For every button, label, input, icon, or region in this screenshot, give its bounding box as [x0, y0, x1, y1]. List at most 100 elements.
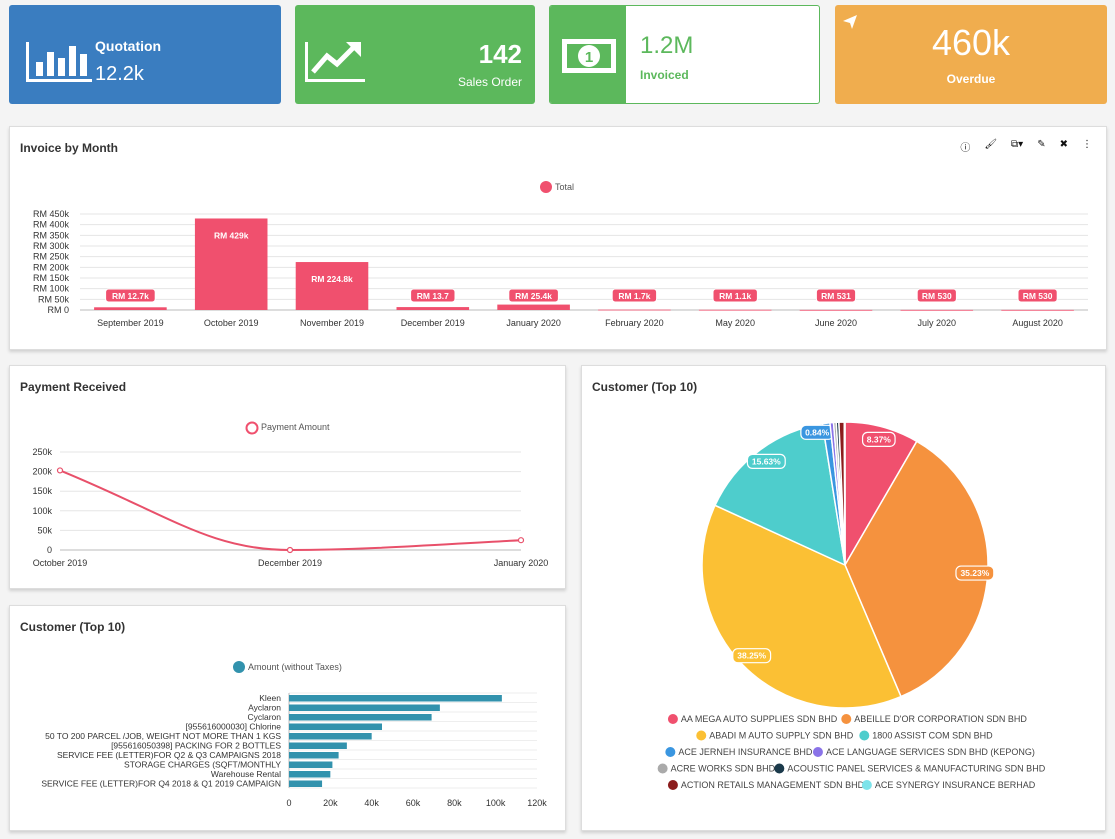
- y-tick-label: SERVICE FEE (LETTER)FOR Q2 & Q3 CAMPAIGN…: [57, 750, 281, 760]
- x-tick-label: January 2020: [506, 318, 561, 328]
- y-tick-label: RM 50k: [38, 294, 70, 304]
- legend-marker: [861, 780, 872, 790]
- y-tick-label: 0: [47, 545, 52, 555]
- legend-marker: [540, 181, 552, 193]
- sales-order-card[interactable]: 142 Sales Order: [295, 5, 535, 104]
- x-tick-label: October 2019: [204, 318, 259, 328]
- bar: [289, 780, 323, 787]
- legend-marker: [245, 421, 259, 435]
- data-label-bg: [105, 288, 156, 303]
- legend-label: AA MEGA AUTO SUPPLIES SDN BHD: [681, 714, 838, 724]
- pie-slice: [843, 421, 846, 566]
- y-tick-label: RM 150k: [33, 273, 70, 283]
- bar: [598, 309, 671, 311]
- customer-pie-chart: 8.37% 35.23% 38.25% 15.63% 0.84% AA MEGA AUTO…: [657, 421, 1046, 790]
- x-tick-label: December 2019: [258, 558, 322, 568]
- bar: [295, 262, 369, 310]
- x-tick-label: December 2019: [401, 318, 465, 328]
- invoiced-value: 1.2M: [640, 32, 694, 59]
- bar: [194, 218, 268, 310]
- bar: [289, 761, 333, 768]
- y-tick-label: 50k: [37, 525, 52, 535]
- sales-order-value: 142: [478, 39, 522, 69]
- bar: [289, 752, 339, 759]
- data-label-bg: [611, 288, 658, 303]
- y-tick-label: RM 200k: [33, 262, 70, 272]
- data-label-bg: [815, 288, 857, 303]
- x-tick-label: May 2020: [715, 318, 755, 328]
- brush-icon[interactable]: 🖌: [984, 139, 998, 150]
- y-tick-label: RM 0: [47, 305, 69, 315]
- info-icon[interactable]: ⓘ: [960, 143, 971, 154]
- x-tick-label: July 2020: [918, 318, 957, 328]
- data-label: RM 1.1k: [719, 291, 751, 301]
- data-label: RM 429k: [214, 230, 249, 240]
- legend-label: ABEILLE D'OR CORPORATION SDN BHD: [854, 714, 1027, 724]
- slice-label: 15.63%: [752, 456, 781, 466]
- trending-up-icon: [305, 42, 365, 82]
- data-label: RM 224.8k: [311, 274, 353, 284]
- bar: [396, 307, 470, 310]
- invoice-by-month-title: Invoice by Month: [20, 141, 119, 155]
- y-tick-label: RM 300k: [33, 241, 70, 251]
- customer-pie-panel: Customer (Top 10) 8.37% 35.23% 38.25% 15.63…: [581, 365, 1106, 831]
- payment-chart: Payment Amount 0 50k 100k 150k 200k 250k Octobe…: [32, 421, 548, 568]
- data-label: RM 1.7k: [618, 291, 650, 301]
- y-tick-label: 50 TO 200 PARCEL /JOB, WEIGHT NOT MORE T…: [45, 731, 281, 741]
- data-point: [517, 537, 525, 544]
- bar: [289, 723, 382, 730]
- legend-marker: [841, 714, 852, 724]
- copy-icon[interactable]: ⧉▾: [1011, 139, 1024, 150]
- slice-label-bg: [746, 453, 786, 469]
- x-tick-label: November 2019: [300, 318, 364, 328]
- x-tick-label: 80k: [447, 798, 462, 808]
- data-label-bg: [1017, 288, 1058, 303]
- bar-chart-icon: [26, 42, 92, 82]
- invoiced-label: Invoiced: [640, 68, 689, 82]
- legend-label: ACE LANGUAGE SERVICES SDN BHD (KEPONG): [826, 747, 1035, 757]
- slice-label-bg: [732, 648, 772, 664]
- more-icon[interactable]: ⋮: [1082, 139, 1092, 150]
- x-tick-label: 100k: [486, 798, 506, 808]
- send-icon: [843, 15, 857, 29]
- svg-text:1: 1: [585, 49, 593, 66]
- slice-label-bg: [955, 565, 995, 581]
- bar: [289, 733, 372, 740]
- customer-bar-panel: Customer (Top 10) Amount (without Taxes)…: [9, 605, 566, 831]
- x-tick-label: 120k: [527, 798, 547, 808]
- invoiced-card[interactable]: 1 1.2M Invoiced: [549, 5, 820, 104]
- customer-bar-chart: Amount (without Taxes) 0 20k 40k 60k 80k 100k 1…: [41, 661, 547, 808]
- y-tick-label: RM 450k: [33, 209, 70, 219]
- overdue-card[interactable]: 460k Overdue: [835, 5, 1107, 104]
- quotation-card[interactable]: Quotation 12.2k: [9, 5, 281, 104]
- legend-marker: [667, 714, 678, 724]
- payment-received-title: Payment Received: [20, 380, 127, 394]
- y-tick-label: Ayclaron: [248, 703, 281, 713]
- money-icon: 1: [562, 39, 616, 73]
- legend-label: ABADI M AUTO SUPPLY SDN BHD: [709, 731, 854, 741]
- data-label: RM 25.4k: [515, 291, 552, 301]
- y-tick-label: RM 350k: [33, 230, 70, 240]
- y-tick-label: [955616000030] Chlorine: [186, 722, 282, 732]
- customer-pie-title: Customer (Top 10): [592, 380, 698, 394]
- legend-marker: [696, 730, 707, 741]
- payment-received-panel: Payment Received Payment Amount 0 50k 100k 1…: [9, 365, 566, 589]
- bar: [289, 714, 432, 721]
- close-icon[interactable]: ✖: [1059, 139, 1068, 150]
- legend-label: Total: [555, 182, 574, 192]
- data-label: RM 13.7: [417, 291, 449, 301]
- legend-label: Amount (without Taxes): [248, 662, 342, 672]
- legend-marker: [667, 780, 678, 790]
- legend-marker: [812, 747, 823, 757]
- data-point: [56, 467, 64, 474]
- x-tick-label: 40k: [364, 798, 379, 808]
- slice-label: 35.23%: [960, 568, 989, 578]
- bar: [698, 309, 772, 311]
- bar: [94, 307, 167, 310]
- data-label: RM 530: [1023, 291, 1053, 301]
- data-label-bg: [916, 288, 957, 303]
- panel-toolbar: ⓘ 🖌 ⧉▾ ✎ ✖ ⋮: [960, 139, 1092, 154]
- edit-icon[interactable]: ✎: [1037, 139, 1046, 150]
- x-tick-label: February 2020: [605, 318, 664, 328]
